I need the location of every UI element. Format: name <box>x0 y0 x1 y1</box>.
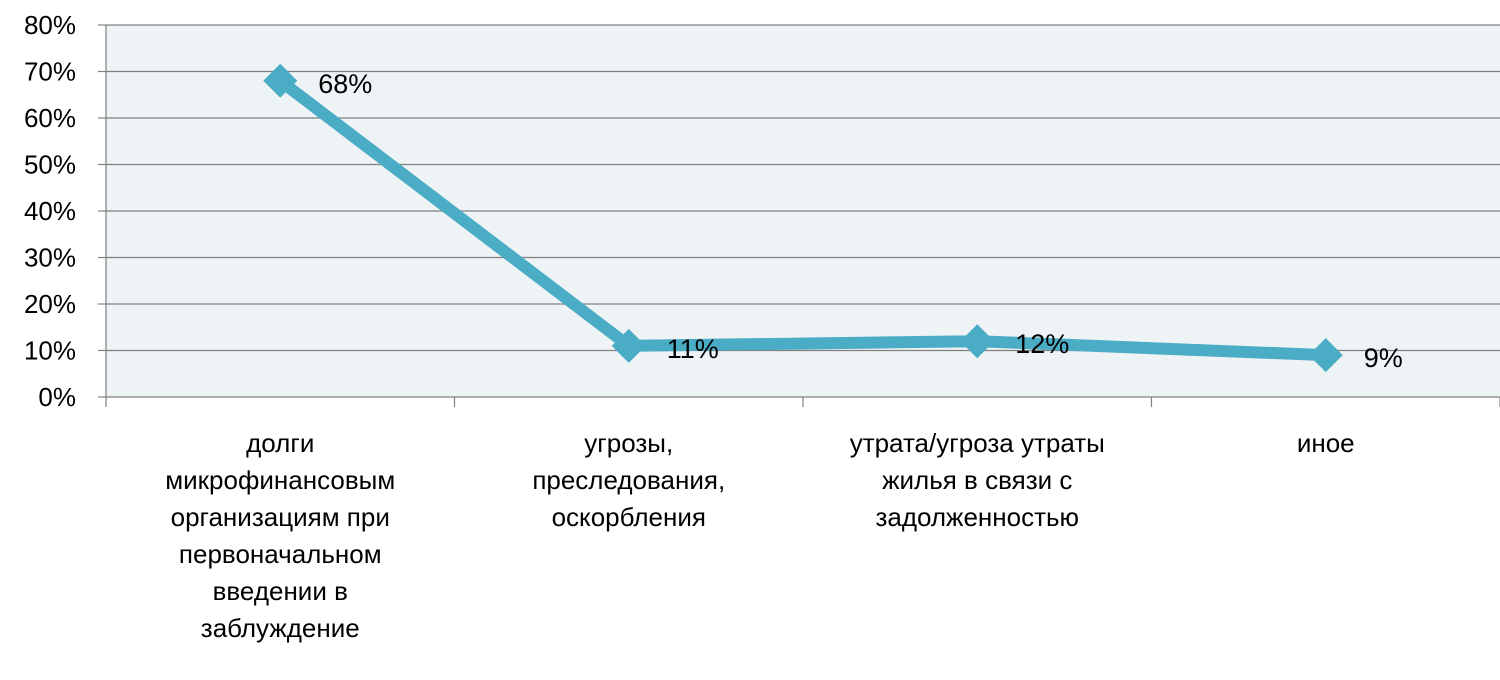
x-category-label: долги микрофинансовым организациям при перв… <box>165 428 395 643</box>
y-tick-label: 30% <box>24 243 76 273</box>
y-tick-label: 10% <box>24 336 76 366</box>
axes <box>98 24 1500 407</box>
data-label: 12% <box>1015 329 1069 359</box>
x-category-label: иное <box>1297 428 1355 458</box>
x-axis-category-labels: долги микрофинансовым организациям при перв… <box>165 428 1354 643</box>
x-category-label: угрозы, преследования, оскорбления <box>532 428 725 532</box>
y-tick-label: 40% <box>24 196 76 226</box>
y-tick-label: 0% <box>38 382 76 412</box>
data-labels: 68% 11% 12% 9% <box>318 69 1403 373</box>
data-label: 9% <box>1364 343 1403 373</box>
data-label: 11% <box>667 334 719 364</box>
y-tick-label: 20% <box>24 289 76 319</box>
y-axis-tick-labels: 0% 10% 20% 30% 40% 50% 60% 70% 80% <box>24 10 76 412</box>
x-category-label: утрата/угроза утраты жилья в связи с задол… <box>850 428 1105 532</box>
data-point-marker <box>611 328 646 363</box>
y-tick-label: 60% <box>24 103 76 133</box>
series <box>263 63 1343 373</box>
gridlines <box>106 24 1500 352</box>
data-point-marker <box>960 324 995 359</box>
series-line <box>274 74 1332 362</box>
y-tick-label: 70% <box>24 57 76 87</box>
data-point-marker <box>263 63 298 98</box>
y-tick-label: 80% <box>24 10 76 40</box>
data-point-marker <box>1308 338 1343 373</box>
data-label: 68% <box>318 69 372 99</box>
y-tick-label: 50% <box>24 150 76 180</box>
